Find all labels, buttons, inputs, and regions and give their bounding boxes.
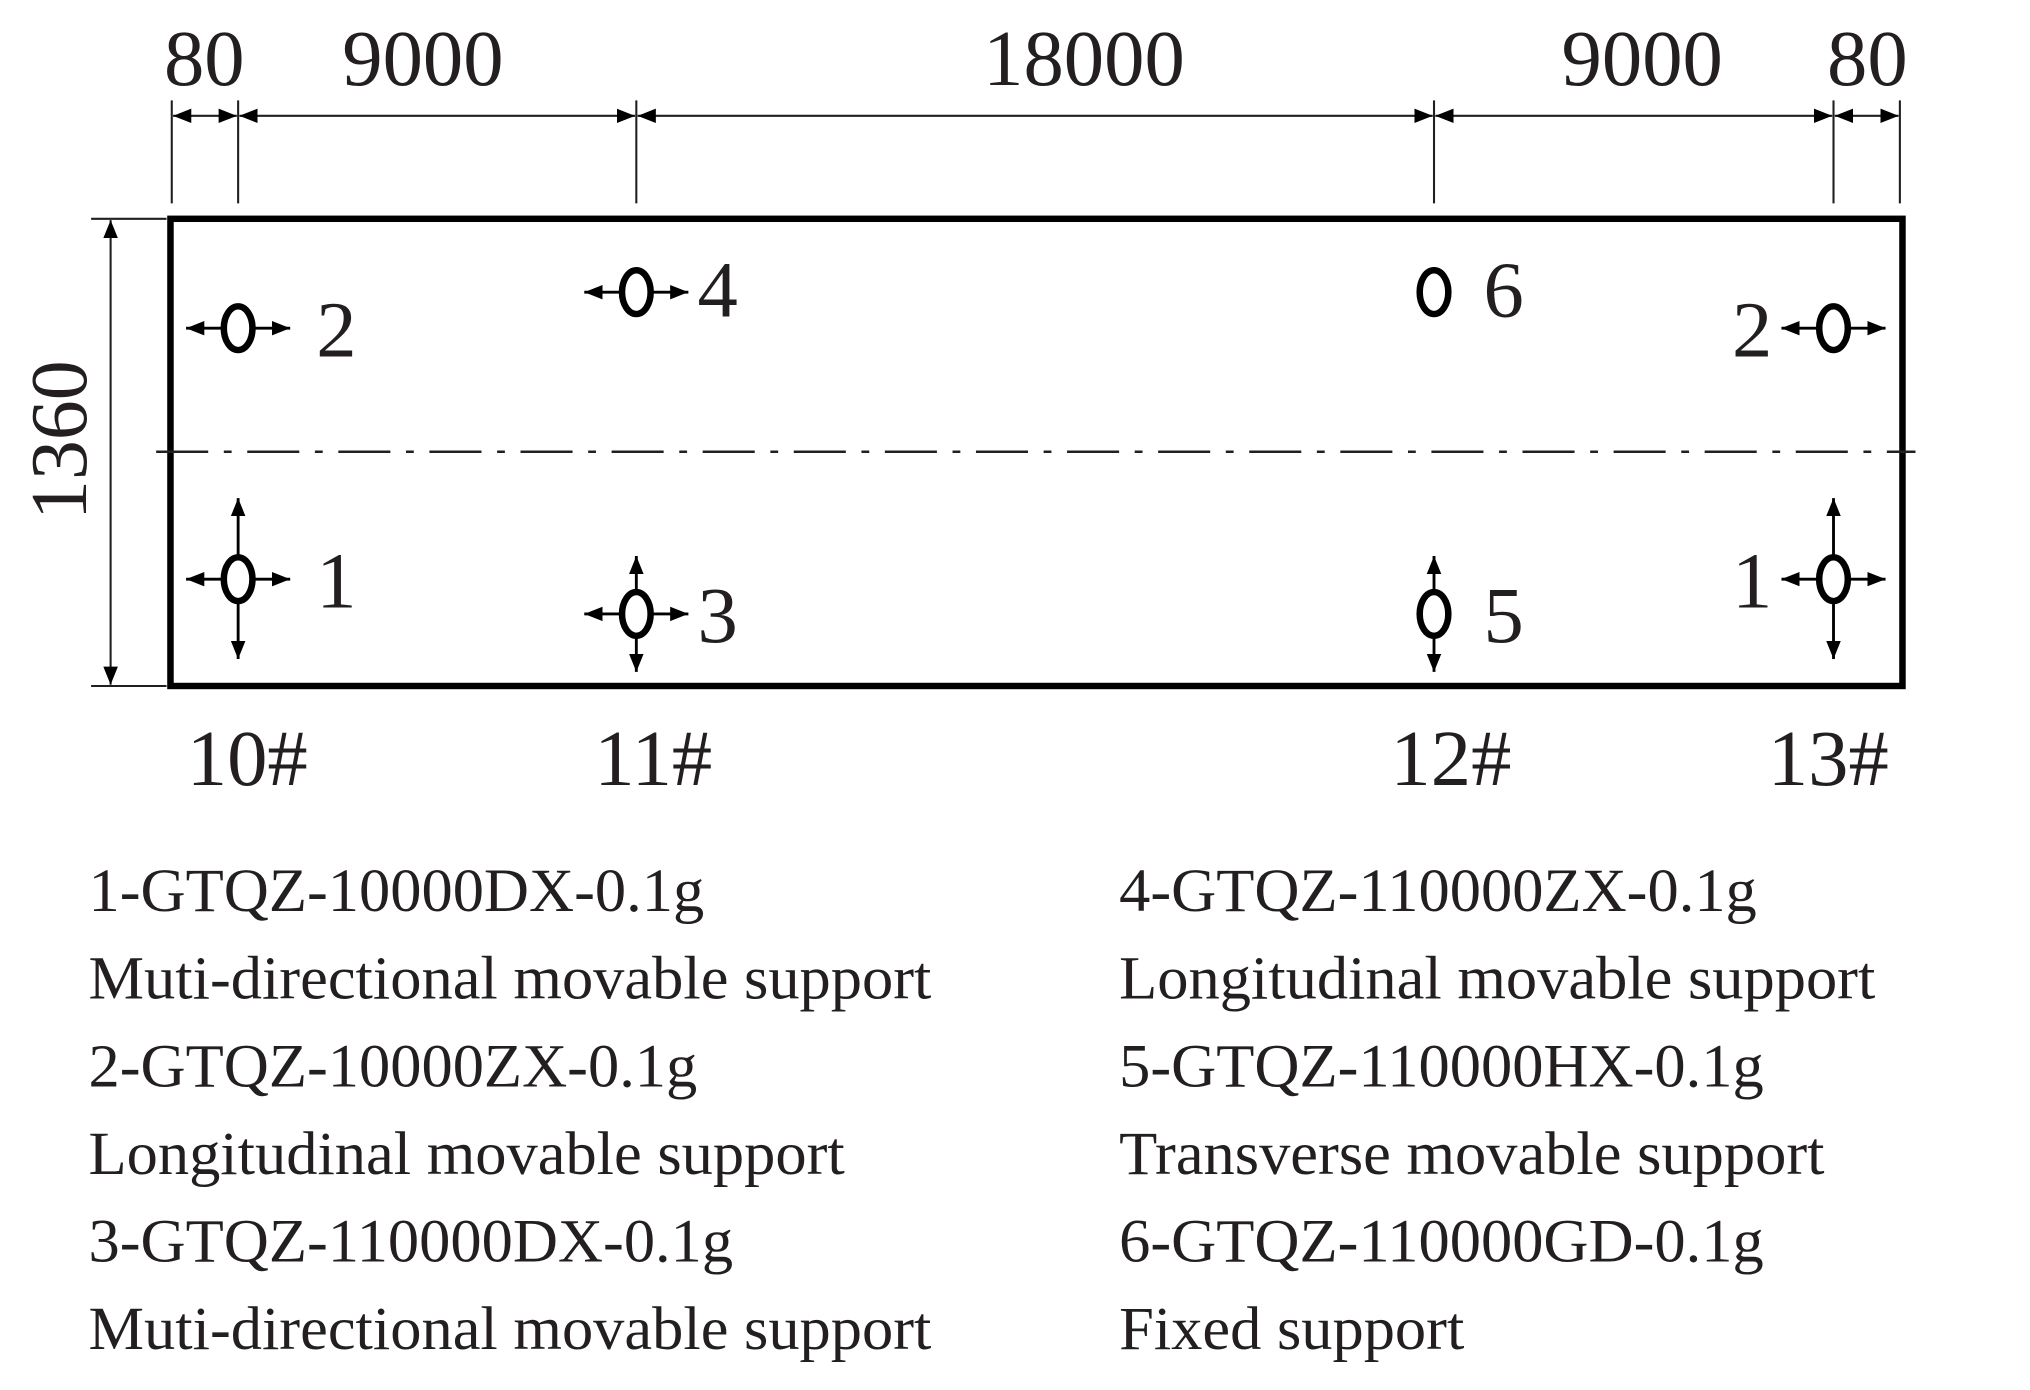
- legend-code: 2-GTQZ-10000ZX-0.1g: [88, 1033, 697, 1101]
- dimension-label: 80: [164, 15, 245, 103]
- legend-code: 3-GTQZ-110000DX-0.1g: [88, 1208, 733, 1276]
- bearing: [1416, 267, 1452, 318]
- support-label: 4: [697, 247, 737, 335]
- legend-description: Transverse movable support: [1119, 1120, 1824, 1188]
- dimension-label: 9000: [1562, 15, 1723, 103]
- dimension-label: 80: [1827, 15, 1908, 103]
- dimension-label: 1360: [16, 360, 104, 520]
- pier-label: 10#: [187, 715, 308, 803]
- bearing: [220, 303, 256, 354]
- support-label: 3: [697, 573, 737, 661]
- pier-label: 12#: [1390, 715, 1511, 803]
- bearing: [1416, 588, 1452, 640]
- supports: 2 1 4 3 6 5 2 1: [186, 247, 1886, 672]
- top-dimensions: 80 9000 18000 9000 80: [164, 15, 1908, 204]
- legend: 1-GTQZ-10000DX-0.1g Muti-directional mov…: [88, 858, 1875, 1363]
- legend-description: Longitudinal movable support: [88, 1120, 844, 1188]
- support-label: 2: [1732, 287, 1772, 375]
- support-label: 1: [316, 538, 356, 626]
- bearing: [220, 554, 256, 605]
- legend-code: 6-GTQZ-110000GD-0.1g: [1119, 1208, 1764, 1276]
- dimension-label: 9000: [342, 15, 503, 103]
- legend-code: 1-GTQZ-10000DX-0.1g: [88, 858, 704, 926]
- pier-labels: 10# 11# 12# 13#: [187, 715, 1889, 803]
- legend-description: Muti-directional movable support: [88, 1295, 931, 1363]
- pier-label: 11#: [594, 715, 712, 803]
- side-dimension: 1360: [16, 217, 167, 688]
- legend-description: Muti-directional movable support: [88, 945, 931, 1013]
- bearing: [1815, 554, 1852, 605]
- support-label: 1: [1732, 538, 1772, 626]
- bearing: [1815, 303, 1852, 354]
- pier-label: 13#: [1768, 715, 1889, 803]
- legend-code: 5-GTQZ-110000HX-0.1g: [1119, 1033, 1764, 1101]
- support-label: 5: [1483, 573, 1523, 661]
- legend-description: Fixed support: [1119, 1295, 1464, 1363]
- legend-code: 4-GTQZ-110000ZX-0.1g: [1119, 858, 1757, 926]
- support-label: 2: [316, 287, 356, 375]
- support-label: 6: [1483, 247, 1523, 335]
- bearing: [618, 588, 654, 640]
- dimension-label: 18000: [983, 15, 1185, 103]
- legend-description: Longitudinal movable support: [1119, 945, 1875, 1013]
- bearing: [618, 267, 654, 318]
